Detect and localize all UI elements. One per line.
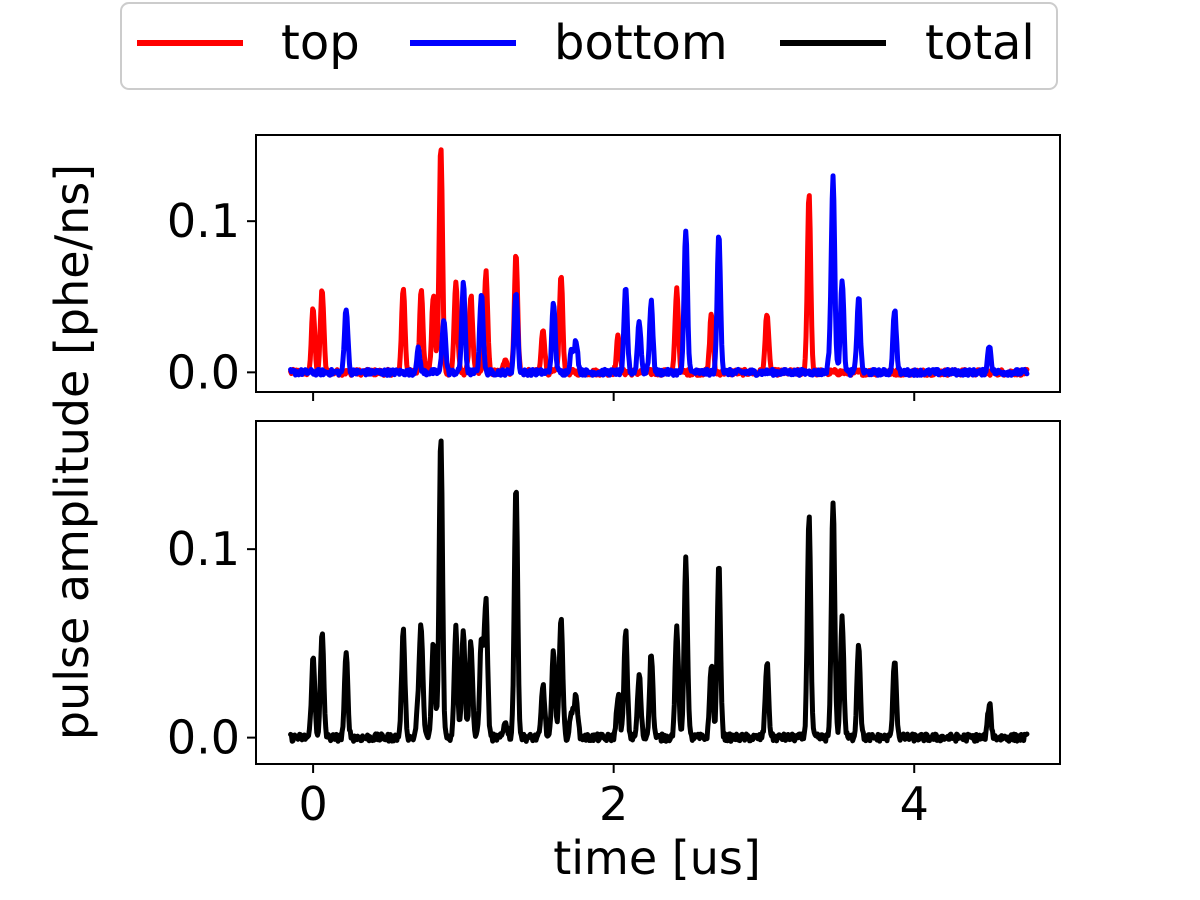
bottom-panel-xtick-label: 0 [298,777,327,831]
series-total-line [288,438,1030,744]
legend: top bottom total [120,2,1058,90]
top-panel-ytick-label: 0.0 [167,345,240,399]
legend-label-top: top [281,15,360,71]
legend-label-total: total [925,15,1035,71]
y-axis-label: pulse amplitude [phe/ns] [45,164,99,740]
bottom-panel-series [288,438,1030,744]
bottom-panel: 0.0 0.1 0 2 4 [167,420,1061,831]
series-top-line [288,147,1030,378]
top-panel-frame [255,134,1061,393]
top-panel-ytick-label: 0.1 [167,194,240,248]
legend-label-bottom: bottom [554,15,728,71]
top-panel-series [288,147,1030,378]
top-panel-ticks: 0.0 0.1 [167,194,916,401]
bottom-panel-ytick-label: 0.0 [167,711,240,765]
top-panel: 0.0 0.1 [167,134,1061,401]
bottom-panel-xtick-label: 2 [599,777,628,831]
bottom-panel-xtick-label: 4 [900,777,929,831]
bottom-panel-ticks: 0.0 0.1 0 2 4 [167,522,929,831]
series-bottom-line [288,173,1030,378]
bottom-panel-frame [255,420,1061,765]
x-axis-label: time [us] [553,831,761,885]
bottom-panel-ytick-label: 0.1 [167,522,240,576]
legend-frame [120,2,1058,90]
